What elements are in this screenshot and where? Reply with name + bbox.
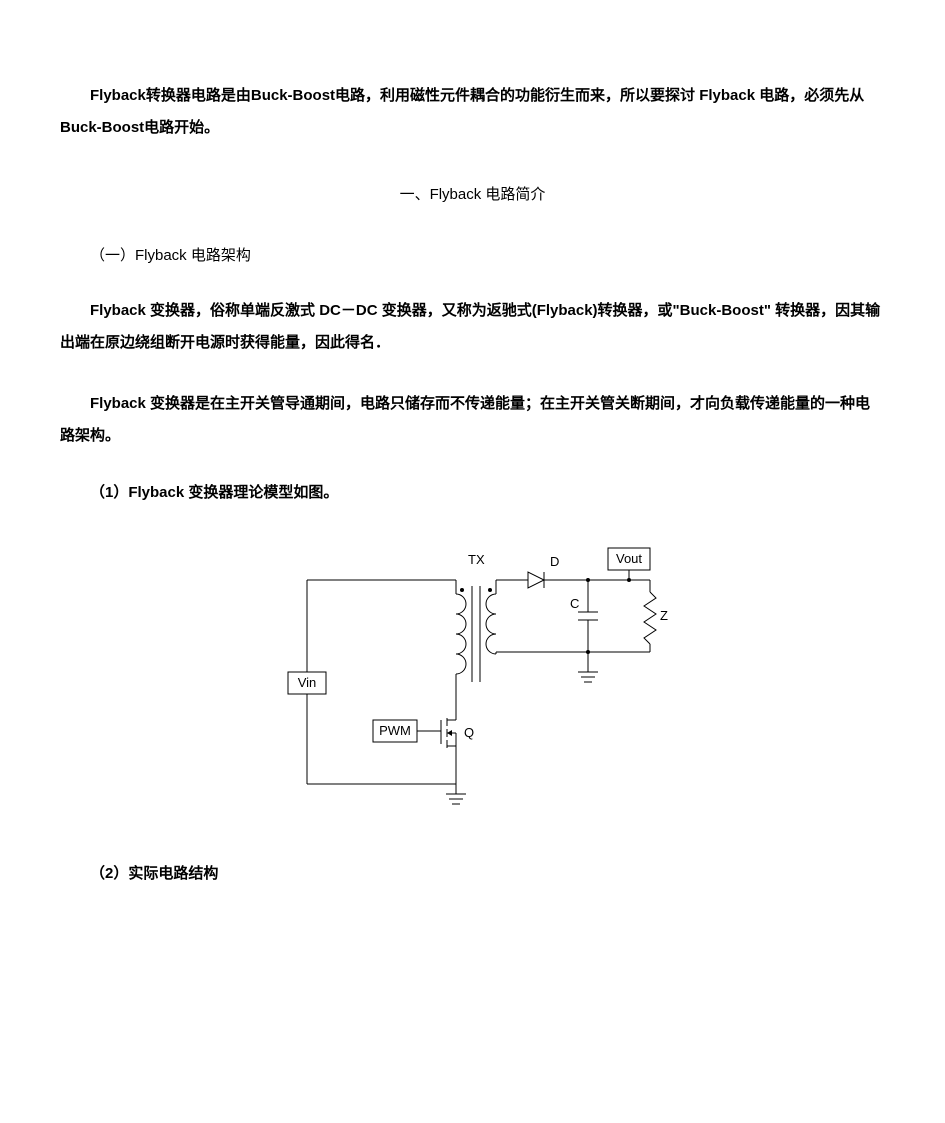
body-paragraph-1: Flyback 变换器，俗称单端反激式 DC－DC 变换器，又称为返驰式(Fly…	[60, 295, 885, 358]
item-heading-2: （2）实际电路结构	[60, 862, 885, 883]
vin-label: Vin	[297, 675, 316, 690]
intro-paragraph: Flyback转换器电路是由Buck-Boost电路，利用磁性元件耦合的功能衍生…	[60, 80, 885, 143]
circuit-diagram-container: Vin PWM	[60, 532, 885, 822]
d-label: D	[550, 554, 559, 569]
c-label: C	[570, 596, 579, 611]
z-label: Z	[660, 608, 668, 623]
section-heading: 一、Flyback 电路简介	[60, 183, 885, 204]
body-paragraph-2: Flyback 变换器是在主开关管导通期间，电路只储存而不传递能量；在主开关管关…	[60, 388, 885, 451]
pwm-label: PWM	[379, 723, 411, 738]
q-label: Q	[464, 725, 474, 740]
vout-label: Vout	[615, 551, 641, 566]
subsection-heading: （一）Flyback 电路架构	[60, 244, 885, 265]
item-heading-1: （1）Flyback 变换器理论模型如图。	[60, 481, 885, 502]
flyback-circuit-diagram: Vin PWM	[258, 532, 688, 822]
tx-label: TX	[468, 552, 485, 567]
